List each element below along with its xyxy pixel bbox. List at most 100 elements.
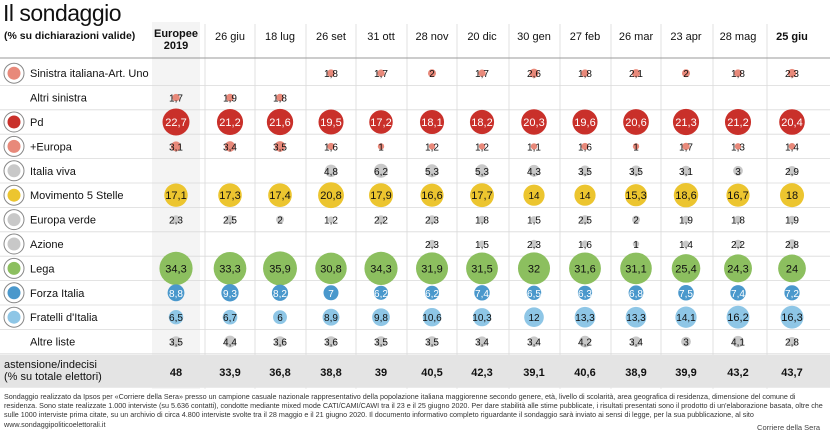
value-label: 16,2 [727,312,748,324]
value-label: 3 [683,338,689,349]
value-label: 2,3 [169,216,183,227]
value-bubble [784,285,800,301]
value-bubble [779,109,805,135]
value-bubble [787,239,797,249]
value-bubble [521,109,547,135]
footer-value: 38,9 [625,367,646,379]
value-label: 3,4 [223,142,237,153]
value-bubble [630,165,642,177]
value-label: 17,4 [269,190,290,202]
value-label: 34,3 [165,263,186,275]
value-bubble [271,284,289,301]
column-header: 26 giu [215,31,245,43]
value-bubble [574,184,596,206]
value-bubble [530,143,538,150]
footer-value: 42,3 [471,367,492,379]
value-label: 13,3 [575,313,595,324]
value-label: 2,9 [785,167,799,178]
value-bubble [377,143,385,150]
value-label: 7,5 [679,289,693,300]
value-label: 3,4 [629,338,643,349]
value-label: 1,9 [223,94,237,105]
italia-viva-logo-mark [7,164,21,178]
value-bubble [276,93,284,102]
value-label: 6 [277,313,283,324]
value-label: 31,6 [574,263,595,275]
value-bubble [673,182,699,208]
value-label: 7,4 [731,289,745,300]
value-label: 2,3 [527,240,541,251]
value-label: 3,4 [475,338,489,349]
value-bubble [681,69,691,78]
value-bubble [572,109,598,135]
value-label: 35,9 [269,263,290,275]
value-bubble [778,254,806,283]
value-label: 15,3 [625,190,646,202]
value-label: 2,1 [629,69,643,80]
value-label: 10,6 [422,313,442,324]
value-bubble [225,215,235,225]
value-label: 30,8 [320,263,341,275]
value-bubble [224,141,236,152]
value-bubble [318,109,344,135]
party-label: +Europa [30,141,73,153]
value-label: 6,2 [425,289,439,300]
value-label: 16,7 [727,190,748,202]
value-bubble [787,165,797,176]
lega-logo-mark [7,261,21,275]
value-label: 3,6 [324,338,338,349]
value-bubble [581,240,589,248]
value-bubble [726,183,750,207]
value-label: 2 [633,216,639,227]
value-label: 3,5 [629,167,643,178]
column-header: 31 ott [367,31,395,43]
value-bubble [171,141,181,152]
value-bubble [788,215,796,224]
value-label: 3,1 [679,167,693,178]
value-bubble [577,285,593,300]
value-label: 19,6 [574,117,595,129]
value-bubble [425,164,439,178]
footer-value: 48 [170,367,182,379]
value-label: 8,2 [273,289,287,300]
value-bubble [631,69,641,78]
value-label: 5,3 [425,167,439,178]
value-bubble [427,69,437,78]
value-bubble [327,142,335,150]
column-header: 28 mag [720,31,757,43]
value-bubble [315,252,347,285]
footer-value: 43,7 [781,367,802,379]
value-bubble [275,215,285,224]
value-bubble [159,251,193,285]
value-label: 18 [786,190,798,202]
footer-label: astensione/indecisi [4,359,97,371]
value-bubble [779,183,805,208]
value-label: 17,9 [370,190,391,202]
value-bubble [620,252,652,285]
value-bubble [373,163,389,178]
value-label: 1,6 [578,240,592,251]
value-label: 2 [429,69,435,80]
value-label: 31,9 [421,263,442,275]
footer-value: 39,9 [675,367,696,379]
value-bubble [730,285,746,301]
value-label: 3,5 [169,338,183,349]
value-label: 1,8 [475,216,489,227]
value-label: 1 [633,142,639,153]
value-bubble [581,69,589,78]
value-label: 14 [528,191,540,202]
value-bubble [787,68,797,78]
column-header: 23 apr [670,31,702,43]
value-bubble [478,215,486,224]
value-label: 1,4 [679,240,693,251]
value-bubble [263,251,297,286]
value-label: 6,2 [374,289,388,300]
value-label: 12 [528,313,540,324]
party-label: Forza Italia [30,288,85,300]
value-bubble [574,306,596,328]
value-label: 6,7 [223,313,237,324]
piu-europa-logo-mark [7,139,21,153]
value-bubble [672,108,700,136]
value-bubble [419,109,445,135]
